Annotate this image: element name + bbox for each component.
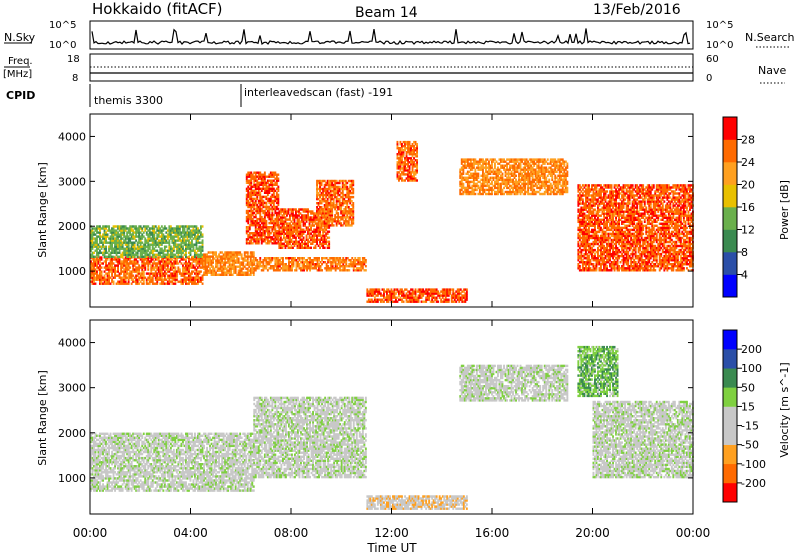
power-region: [253, 257, 366, 272]
velocity-region: [366, 495, 467, 510]
power-ylabel: Slant Range [km]: [36, 162, 49, 258]
velocity-colorbar-tick: 100: [741, 362, 762, 375]
power-colorbar-tick: 24: [741, 156, 755, 169]
velocity-colorbar: Velocity [m s^-1] 200 100 50 15 -15 -50 -100 -2…: [723, 330, 791, 502]
velocity-region: [253, 397, 366, 479]
power-region: [90, 225, 204, 258]
velocity-ytick-label: 2000: [58, 427, 86, 440]
station-title: Hokkaido (fitACF): [92, 0, 223, 18]
velocity-region: [577, 346, 618, 397]
velocity-region: [593, 401, 694, 479]
nsky-tick-top: 10^5: [49, 20, 76, 31]
power-colorbar-tick: 4: [741, 269, 748, 282]
power-colorbar-swatch: [723, 275, 737, 298]
power-region: [203, 251, 255, 276]
velocity-colorbar-tick: -100: [741, 458, 766, 471]
freq-label-1: Freq.: [8, 56, 33, 67]
power-region: [366, 288, 467, 303]
velocity-ytick-label: 3000: [58, 382, 86, 395]
power-colorbar-label: Power [dB]: [778, 180, 791, 240]
freq-tick-bottom: 8: [72, 73, 78, 84]
power-colorbar-tick: 12: [741, 224, 755, 237]
cpid-entry-0: themis 3300: [94, 94, 163, 107]
power-colorbar-swatch: [723, 230, 737, 253]
power-region: [90, 256, 204, 285]
velocity-ytick-label: 4000: [58, 337, 86, 350]
power-ytick-label: 4000: [58, 130, 86, 143]
velocity-colorbar-swatch: [723, 464, 737, 483]
nsky-right-tick-top: 10^5: [706, 20, 733, 31]
power-region: [246, 172, 279, 245]
power-ytick-label: 2000: [58, 220, 86, 233]
velocity-ytick-label: 1000: [58, 472, 86, 485]
nsky-series: [92, 28, 690, 44]
velocity-colorbar-swatch: [723, 368, 737, 387]
nsky-panel: N.Sky 10^5 10^0 10^5 10^0 N.Search: [4, 20, 795, 51]
nsearch-label: N.Search: [745, 31, 795, 44]
power-colorbar-tick: 16: [741, 201, 755, 214]
velocity-colorbar-swatch: [723, 426, 737, 445]
nsky-right-tick-bottom: 10^0: [706, 40, 733, 51]
cpid-bar: themis 3300 interleavedscan (fast) -191: [90, 84, 393, 107]
time-tick-label: 04:00: [173, 526, 208, 540]
time-tick-label: 20:00: [575, 526, 610, 540]
nsky-label: N.Sky: [4, 31, 36, 44]
power-colorbar-swatch: [723, 207, 737, 230]
power-panel: 1000 2000 3000 4000 Slant Range [km]: [36, 114, 694, 307]
power-colorbar-tick: 28: [741, 134, 755, 147]
velocity-colorbar-tick: -15: [741, 420, 759, 433]
power-colorbar-tick: 8: [741, 246, 748, 259]
nsky-tick-bottom: 10^0: [49, 40, 76, 51]
power-colorbar-swatch: [723, 140, 737, 163]
time-tick-label: 08:00: [274, 526, 309, 540]
time-tick-label: 12:00: [374, 526, 409, 540]
cpid-entry-1: interleavedscan (fast) -191: [244, 86, 393, 99]
velocity-colorbar-tick: -200: [741, 477, 766, 490]
velocity-colorbar-swatch: [723, 330, 737, 349]
velocity-colorbar-tick: -50: [741, 439, 759, 452]
time-xlabel: Time UT: [366, 541, 417, 554]
velocity-region: [459, 365, 568, 402]
nave-label: Nave: [758, 64, 786, 77]
velocity-colorbar-swatch: [723, 349, 737, 368]
power-region: [459, 158, 568, 195]
freq-tick-top: 18: [67, 54, 80, 65]
power-colorbar-swatch: [723, 185, 737, 208]
power-colorbar-swatch: [723, 252, 737, 275]
velocity-ylabel: Slant Range [km]: [36, 370, 49, 466]
velocity-colorbar-tick: 50: [741, 381, 755, 394]
velocity-colorbar-swatch: [723, 406, 737, 425]
beam-title: Beam 14: [355, 5, 418, 21]
velocity-panel: 1000 2000 3000 4000 00:00 04:00 08:00 12:00 16:…: [36, 114, 710, 554]
time-tick-label: 00:00: [73, 526, 108, 540]
velocity-region: [90, 433, 255, 492]
freq-label-2: [MHz]: [3, 69, 32, 80]
velocity-heatmap: [90, 346, 694, 510]
velocity-colorbar-swatch: [723, 445, 737, 464]
power-ytick-label: 1000: [58, 265, 86, 278]
power-region: [577, 184, 694, 271]
velocity-colorbar-swatch: [723, 483, 737, 502]
velocity-colorbar-tick: 200: [741, 343, 762, 356]
date-title: 13/Feb/2016: [593, 2, 681, 18]
velocity-colorbar-label: Velocity [m s^-1]: [778, 362, 791, 457]
power-region: [397, 141, 419, 182]
power-colorbar-swatch: [723, 162, 737, 185]
time-tick-label: 16:00: [475, 526, 510, 540]
power-heatmap: [90, 141, 694, 303]
velocity-colorbar-tick: 15: [741, 400, 755, 413]
rti-figure: Hokkaido (fitACF) Beam 14 13/Feb/2016 N.…: [0, 0, 800, 554]
velocity-colorbar-swatch: [723, 387, 737, 406]
power-ytick-label: 3000: [58, 175, 86, 188]
nave-tick-bottom: 0: [706, 73, 712, 84]
power-colorbar: Power [dB] 4 8 12 16 20 24 28: [723, 117, 791, 297]
time-tick-label: 00:00: [676, 526, 711, 540]
cpid-label: CPID: [6, 89, 35, 102]
power-colorbar-swatch: [723, 117, 737, 140]
nave-tick-top: 60: [706, 54, 719, 65]
power-colorbar-tick: 20: [741, 179, 755, 192]
